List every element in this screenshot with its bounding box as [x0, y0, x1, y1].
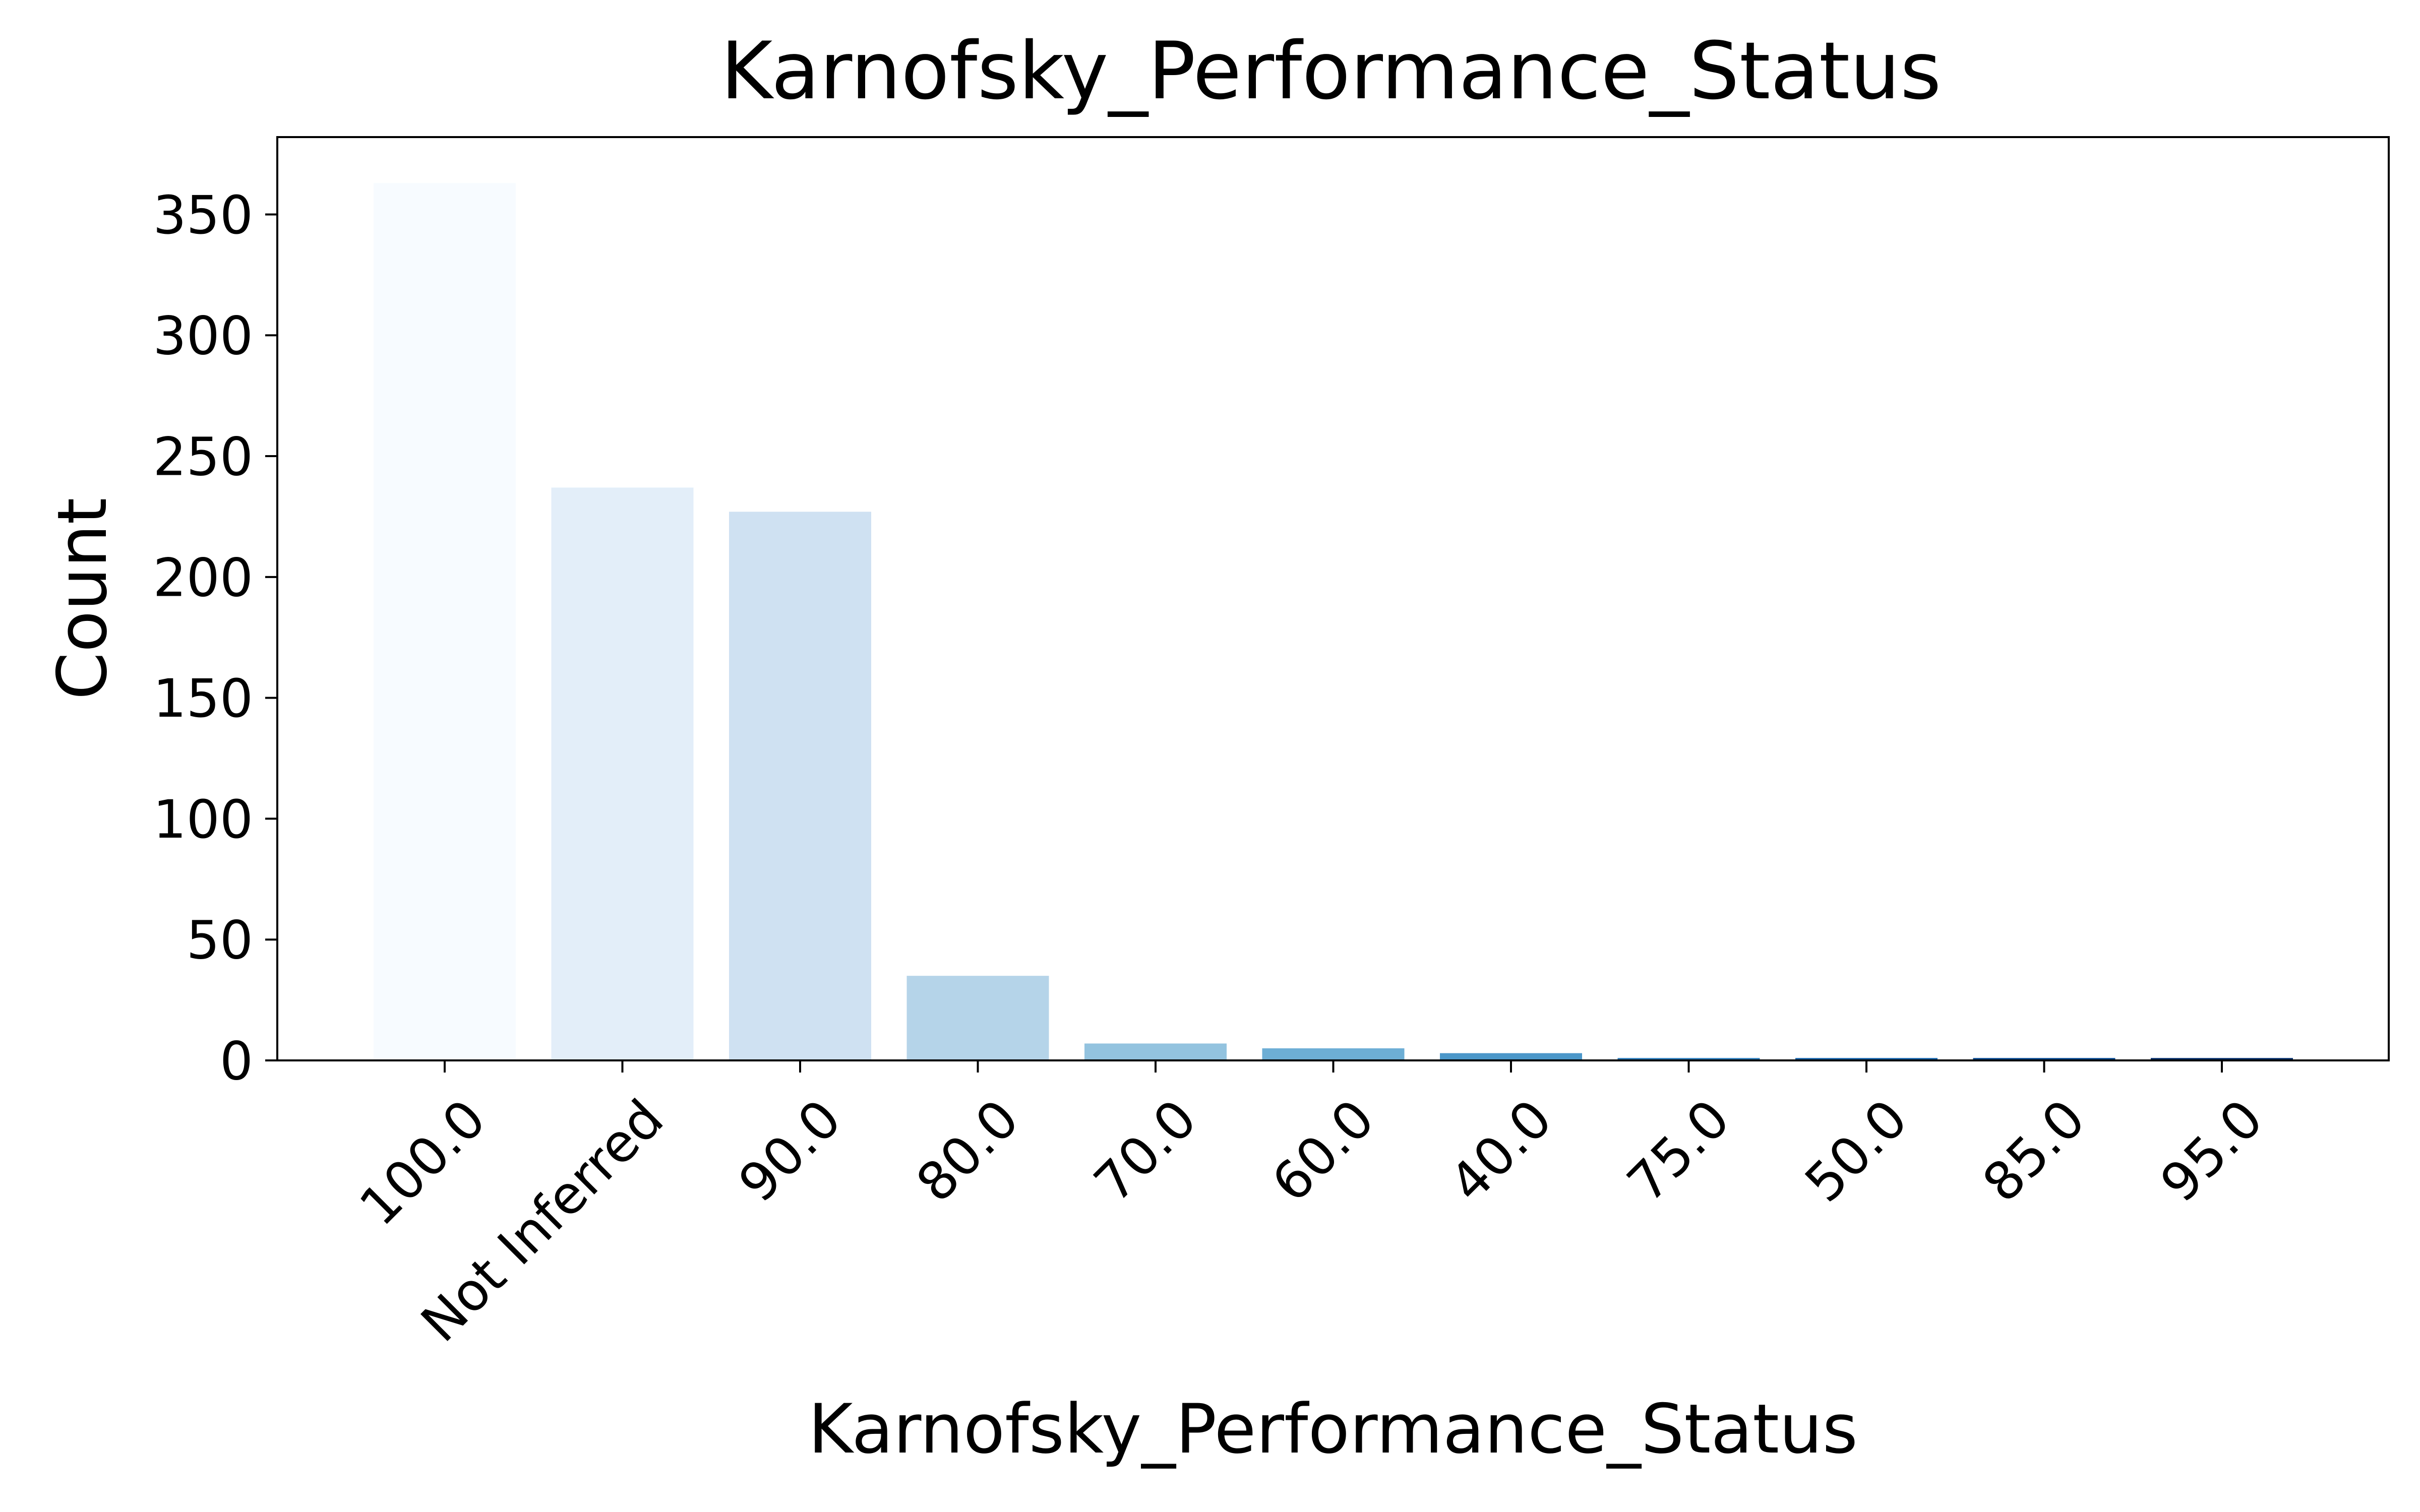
- x-tick-label: 70.0: [1082, 1088, 1208, 1214]
- y-axis: 0 50 100 150 200 250 300 350: [153, 184, 277, 1092]
- y-tick-label: 350: [153, 184, 253, 246]
- y-axis-label: Count: [43, 498, 122, 700]
- y-tick-label: 0: [220, 1030, 253, 1092]
- bar-40-0: [1440, 1053, 1582, 1060]
- x-tick-label: 75.0: [1615, 1088, 1741, 1214]
- bar-not-inferred: [551, 487, 694, 1060]
- bar-75-0: [1617, 1058, 1760, 1060]
- bar-50-0: [1795, 1058, 1938, 1060]
- x-tick-label: 40.0: [1438, 1088, 1564, 1214]
- bar-85-0: [1973, 1058, 2115, 1060]
- y-tick-label: 300: [153, 305, 253, 367]
- bar-80-0: [906, 976, 1049, 1060]
- x-tick-label: 95.0: [2149, 1088, 2275, 1214]
- bar-70-0: [1084, 1043, 1227, 1060]
- y-tick-label: 50: [187, 910, 253, 971]
- x-tick-label: 100.0: [348, 1088, 498, 1237]
- x-axis-label: Karnofsky_Performance_Status: [808, 1390, 1858, 1469]
- y-tick-label: 100: [153, 789, 253, 850]
- x-tick-label: 60.0: [1260, 1088, 1386, 1214]
- y-tick-label: 150: [153, 668, 253, 729]
- bar-90-0: [729, 512, 871, 1060]
- bars-group: [374, 183, 2293, 1061]
- bar-95-0: [2151, 1058, 2293, 1060]
- bar-60-0: [1262, 1048, 1405, 1060]
- x-tick-label: 90.0: [727, 1088, 853, 1214]
- x-tick-label: 85.0: [1971, 1088, 2097, 1214]
- x-tick-label: 80.0: [904, 1088, 1031, 1214]
- y-tick-label: 250: [153, 426, 253, 487]
- y-tick-label: 200: [153, 547, 253, 608]
- chart-title: Karnofsky_Performance_Status: [720, 25, 1941, 117]
- x-tick-label: 50.0: [1793, 1088, 1919, 1214]
- bar-100-0: [374, 183, 516, 1061]
